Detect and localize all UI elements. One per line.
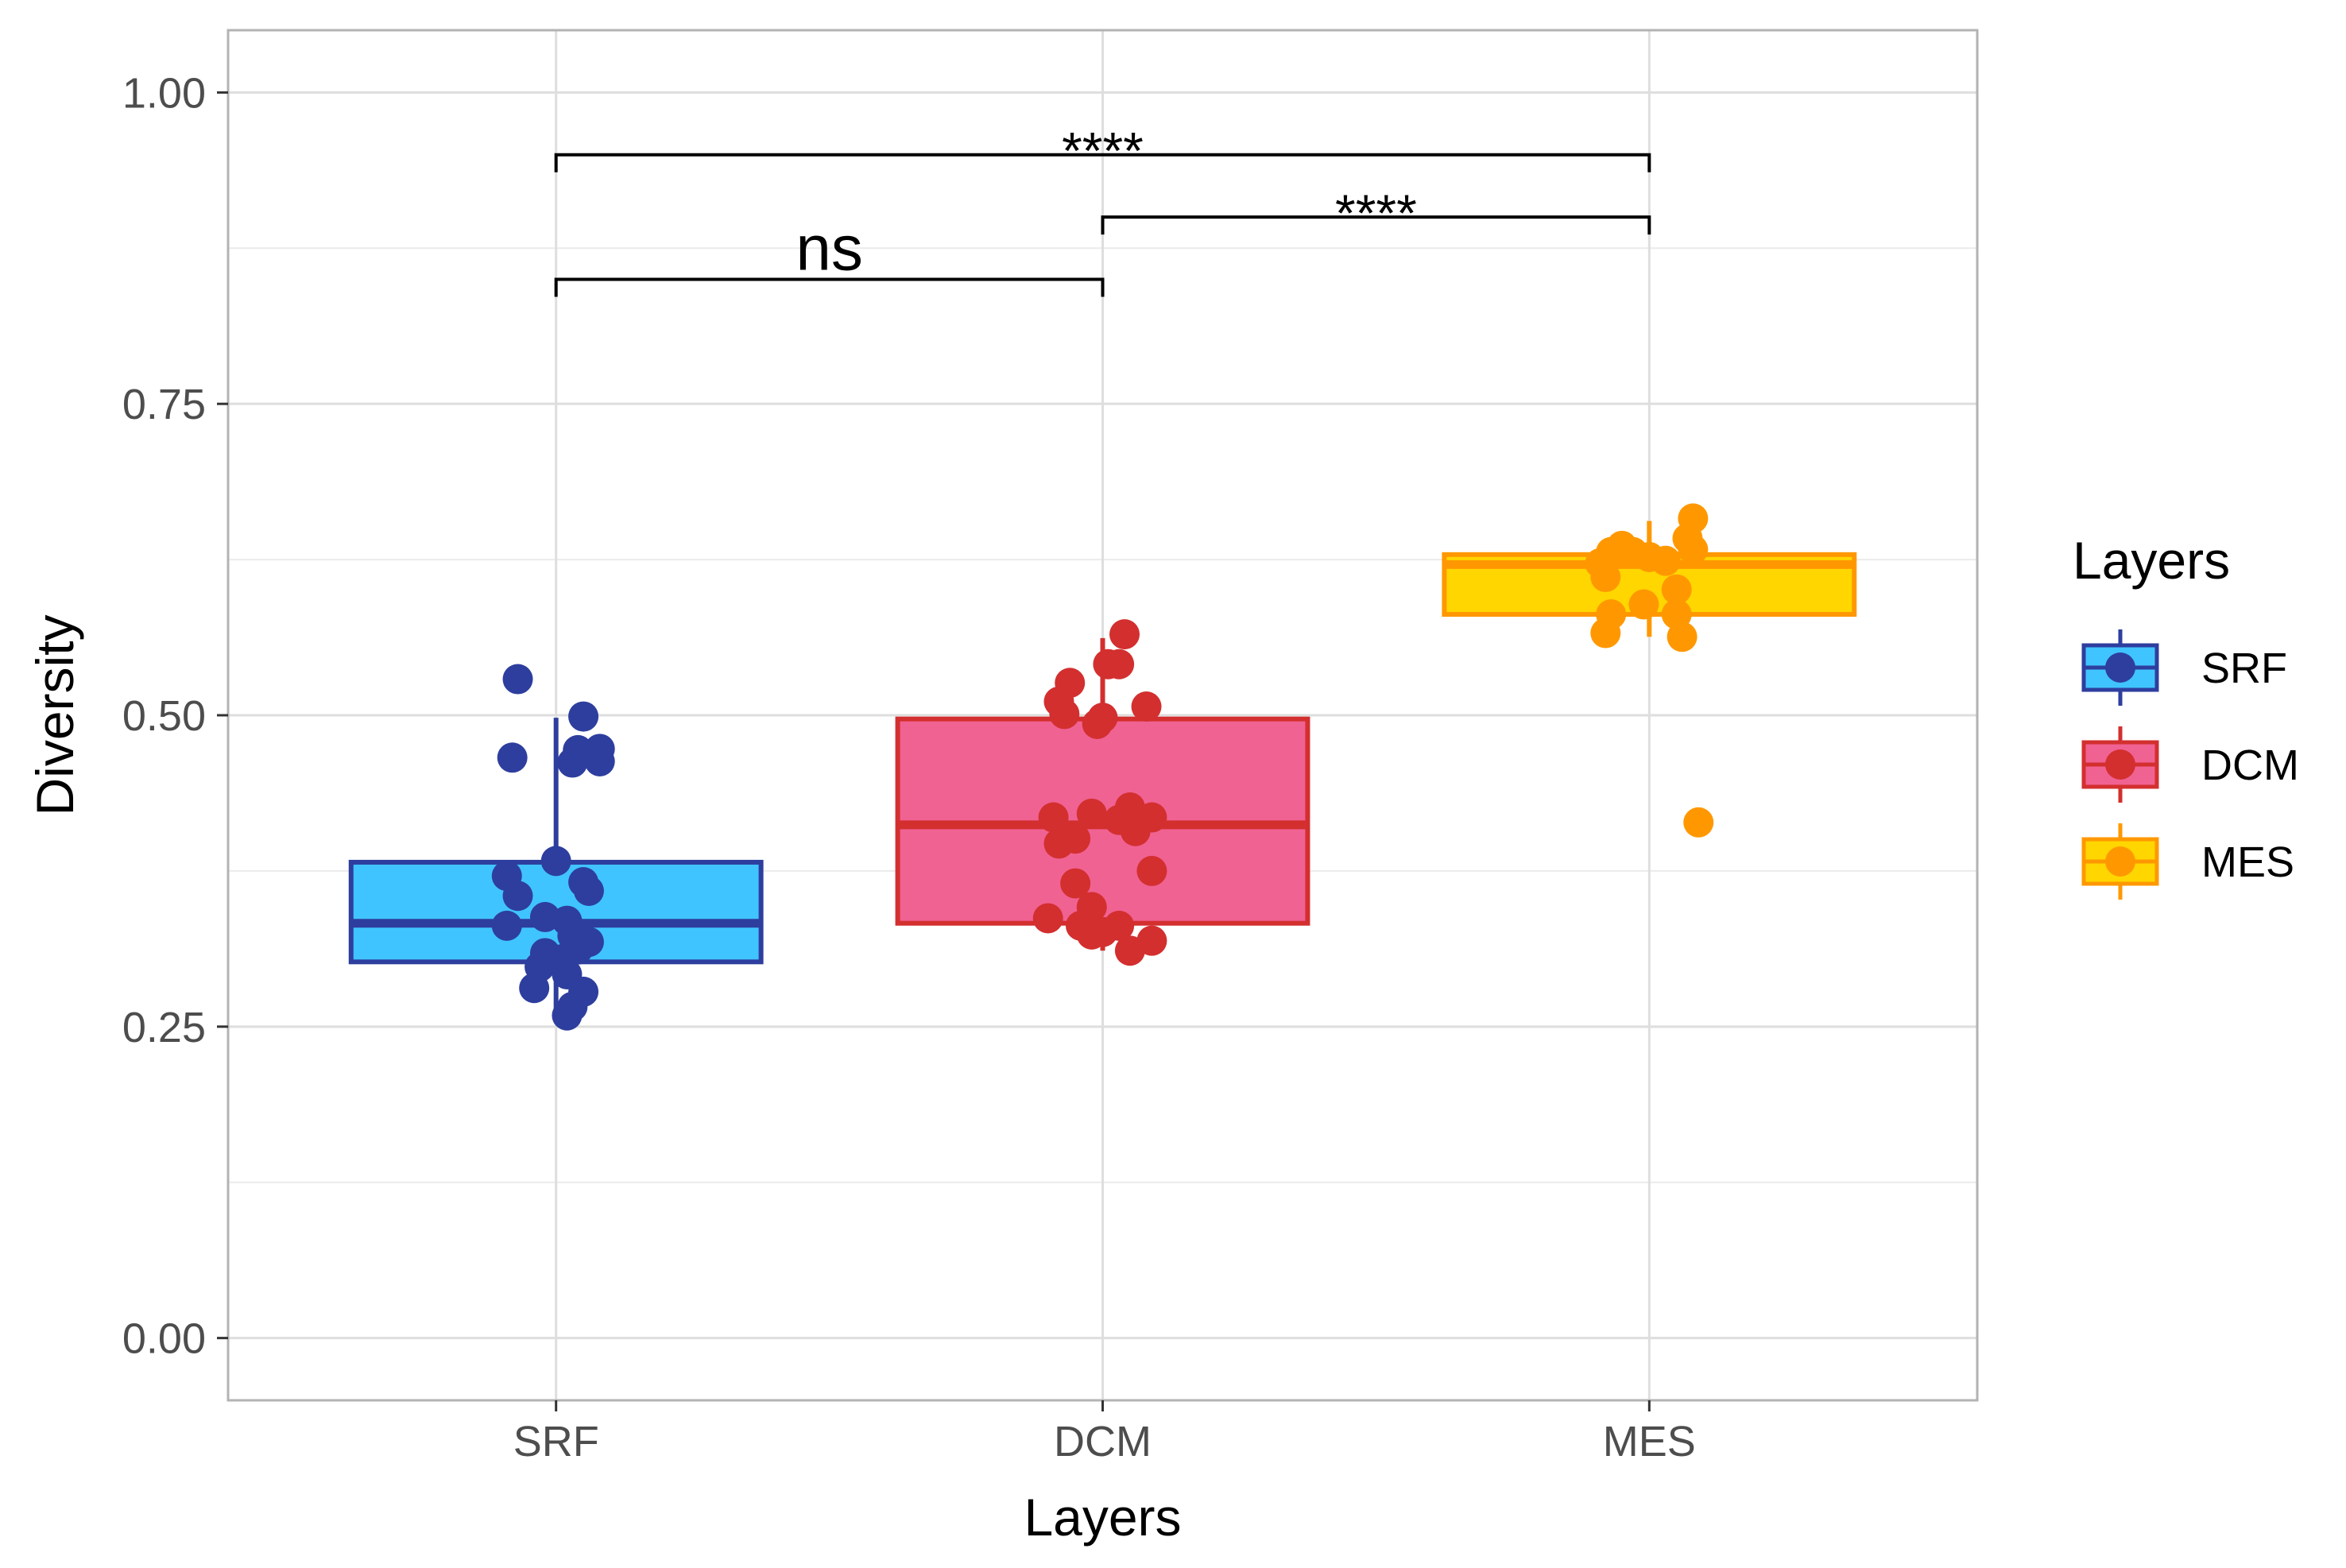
data-point: [1120, 815, 1151, 846]
y-tick-label: 0.00: [122, 1315, 206, 1363]
bracket-line: [554, 277, 1105, 297]
data-point: [1590, 562, 1621, 593]
y-tick-label: 0.25: [122, 1004, 206, 1051]
box-dcm: [895, 637, 1310, 951]
data-point: [1683, 807, 1714, 838]
legend-key-dcm: [2081, 726, 2159, 803]
legend-label: MES: [2201, 838, 2294, 886]
axes: 0.00 0.25 0.50 0.75 1.00 SRF DCM MES: [122, 69, 1696, 1465]
x-axis-title: Layers: [1024, 1488, 1181, 1547]
significance-label: ns: [796, 212, 863, 283]
data-point: [552, 1000, 583, 1031]
data-point: [1082, 708, 1113, 739]
data-point: [1076, 919, 1107, 950]
data-points: [491, 503, 1714, 1031]
data-point: [1136, 855, 1167, 886]
legend-point: [2105, 652, 2135, 683]
data-point: [1590, 618, 1621, 648]
y-tick-label: 0.75: [122, 381, 206, 428]
legend-label: SRF: [2201, 645, 2287, 692]
data-point: [491, 910, 522, 941]
boxes: [348, 521, 1857, 1017]
data-point: [1628, 589, 1659, 620]
y-axis-title: Diversity: [25, 614, 84, 815]
y-tick-label: 0.50: [122, 692, 206, 740]
data-point: [1076, 798, 1107, 829]
data-point: [1038, 802, 1069, 833]
significance-bracket: ns: [554, 212, 1105, 297]
data-point: [1678, 534, 1709, 565]
data-point: [1131, 691, 1162, 722]
significance-label: ****: [1062, 122, 1144, 180]
data-point: [1667, 621, 1698, 652]
legend: Layers SRF DCM MES: [2073, 531, 2299, 900]
data-point: [497, 742, 528, 773]
significance-brackets: **** **** ns: [554, 122, 1651, 297]
data-point: [568, 701, 599, 732]
y-tick-label: 1.00: [122, 69, 206, 117]
x-tick-label: MES: [1603, 1418, 1696, 1465]
data-point: [557, 747, 588, 778]
data-point: [502, 664, 533, 695]
x-tick-label: DCM: [1054, 1418, 1152, 1465]
x-tick-label: SRF: [513, 1418, 599, 1465]
significance-bracket: ****: [1101, 184, 1651, 242]
bracket-line: [1101, 215, 1651, 235]
data-point: [1650, 545, 1681, 576]
data-point: [573, 875, 604, 906]
data-point: [1109, 619, 1140, 650]
data-point: [1032, 903, 1063, 934]
legend-key-srf: [2081, 629, 2159, 706]
significance-label: ****: [1335, 184, 1417, 242]
data-point: [540, 846, 571, 877]
data-point: [1043, 828, 1074, 859]
legend-point: [2105, 846, 2135, 877]
data-point: [1114, 935, 1145, 966]
legend-point: [2105, 749, 2135, 780]
legend-label: DCM: [2201, 741, 2299, 789]
bracket-line: [554, 153, 1651, 172]
significance-bracket: ****: [554, 122, 1651, 180]
data-point: [1049, 699, 1080, 730]
data-point: [519, 973, 550, 1004]
data-point: [502, 881, 533, 912]
legend-key-mes: [2081, 823, 2159, 900]
data-point: [1104, 648, 1135, 679]
data-point: [1661, 574, 1692, 605]
data-point: [1060, 868, 1091, 899]
legend-title: Layers: [2073, 531, 2230, 590]
data-point: [584, 745, 615, 776]
